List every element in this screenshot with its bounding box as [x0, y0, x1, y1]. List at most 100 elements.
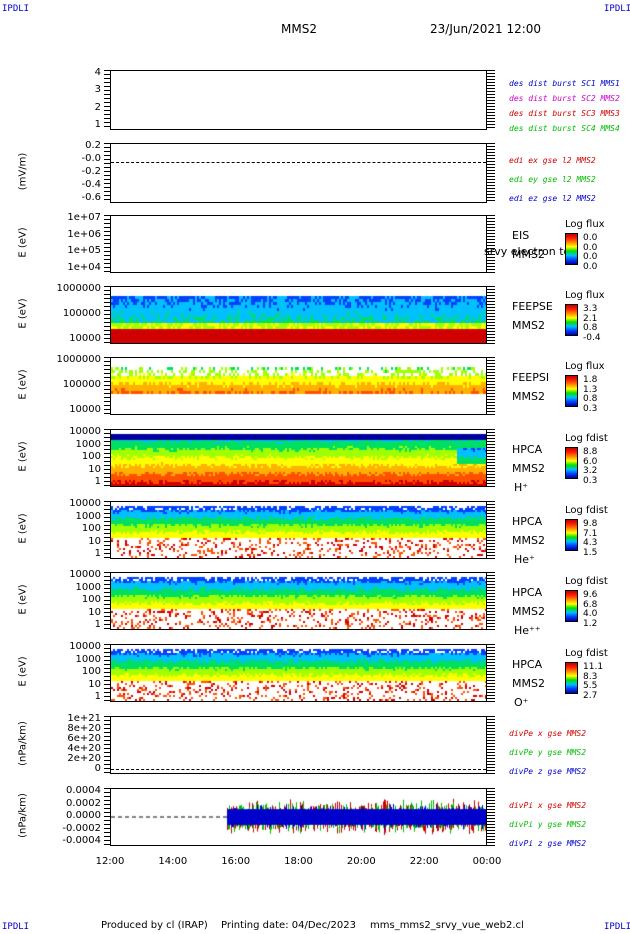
colorbar-value: 8.3	[583, 671, 598, 682]
colorbar-title: Log flux	[565, 361, 605, 372]
y-axis-label: (nPa/km)	[17, 793, 29, 838]
panel-right-ticks	[487, 644, 495, 702]
panel-right-ticks	[487, 215, 495, 273]
corner-label-bottom-right: IPDLI	[604, 922, 630, 932]
y-tick-label: 1e+04	[67, 262, 101, 273]
y-tick-label: -0.2	[81, 166, 101, 177]
panel-right-ticks	[487, 143, 495, 203]
colorbar-title: Log fdist	[565, 576, 608, 587]
panel-right-ticks	[487, 429, 495, 487]
corner-label-top-right: IPDLI	[604, 4, 630, 14]
y-axis-label: E (eV)	[17, 656, 29, 687]
y-tick-label: 10	[88, 606, 101, 618]
y-tick-label: 10000	[69, 426, 101, 437]
y-tick-label: 1	[94, 548, 101, 559]
colorbar	[565, 662, 578, 694]
legend-entry: divPi z gse MMS2	[509, 839, 587, 848]
y-tick-label: 2	[94, 101, 101, 113]
legend-entry: divPi y gse MMS2	[509, 820, 587, 829]
spectrogram	[111, 430, 486, 486]
panel-right-ticks	[487, 716, 495, 774]
spectrogram	[111, 502, 486, 558]
instrument-label: HPCA	[512, 515, 543, 528]
y-tick-label: 100	[81, 523, 101, 534]
colorbar-value: 4.3	[583, 538, 598, 548]
colorbar-value: 1.8	[583, 375, 598, 385]
y-axis-label: E (eV)	[17, 227, 29, 258]
corner-label-bottom-left: IPDLI	[2, 922, 30, 932]
colorbar-value: 0.8	[583, 323, 598, 333]
instrument-label: FEEPSE	[512, 300, 553, 313]
x-tick-label: 20:00	[346, 856, 376, 867]
colorbar-title: Log fdist	[565, 505, 608, 516]
y-tick-label: 10000	[69, 333, 101, 344]
overlay-label: srvy electron to	[484, 245, 571, 258]
panel-p2	[110, 143, 487, 203]
y-tick-label: 0.0000	[66, 810, 101, 821]
y-tick-label: 10000	[69, 404, 101, 415]
x-tick-label: 12:00	[95, 856, 125, 867]
y-tick-label: 4e+20	[67, 743, 101, 754]
panel-left-ticks	[104, 716, 110, 774]
legend-entry: edi ez gse l2 MMS2	[509, 194, 596, 203]
y-tick-label: 1	[94, 691, 101, 702]
colorbar-value: 4.0	[583, 609, 598, 619]
y-tick-label: 0.0004	[66, 785, 101, 796]
panel-left-ticks	[104, 70, 110, 130]
colorbar	[565, 233, 578, 265]
colorbar-value: 1.5	[583, 547, 598, 558]
colorbar-value: -0.4	[583, 332, 601, 343]
y-tick-label: 1000	[75, 653, 101, 665]
x-tick-label: 16:00	[221, 856, 251, 867]
colorbar-value: 0.0	[583, 261, 598, 272]
y-tick-label: -0.0004	[62, 835, 101, 846]
legend-entry: des dist burst SC4 MMS4	[509, 124, 620, 133]
y-tick-label: 100000	[62, 308, 101, 319]
instrument-label: HPCA	[512, 586, 543, 599]
colorbar-value: 2.7	[583, 690, 598, 701]
footer-file: mms_mms2_srvy_vue_web2.cl	[370, 920, 524, 931]
y-tick-label: 100000	[62, 379, 101, 390]
y-tick-label: 100	[81, 594, 101, 605]
y-tick-label: 1	[94, 476, 101, 487]
y-tick-label: 8e+20	[67, 723, 101, 734]
colorbar-value: 6.0	[583, 456, 598, 467]
panel-p10	[110, 716, 487, 774]
panel-p8	[110, 572, 487, 630]
instrument-label: MMS2	[512, 319, 545, 332]
legend-entry: divPe z gse MMS2	[509, 767, 587, 776]
colorbar	[565, 590, 578, 622]
colorbar-value: 2.1	[583, 313, 598, 324]
y-tick-label: 10000	[69, 641, 101, 652]
corner-label-top-left: IPDLI	[2, 4, 30, 14]
panel-left-ticks	[104, 429, 110, 487]
panel-left-ticks	[104, 143, 110, 203]
instrument-label: MMS2	[512, 462, 545, 475]
colorbar-value: 0.3	[583, 403, 598, 414]
x-tick-label: 22:00	[409, 856, 439, 867]
panel-right-ticks	[487, 70, 495, 130]
panel-left-ticks	[104, 572, 110, 630]
instrument-label: He⁺	[514, 553, 535, 566]
colorbar-value: 3.3	[583, 304, 598, 314]
spectrogram	[111, 645, 486, 701]
footer-produced: Produced by cl (IRAP)	[101, 920, 208, 931]
panel-right-ticks	[487, 501, 495, 559]
y-tick-label: 10	[88, 463, 101, 475]
instrument-label: MMS2	[512, 677, 545, 690]
instrument-label: HPCA	[512, 658, 543, 671]
y-tick-label: 1	[94, 119, 101, 130]
colorbar	[565, 447, 578, 479]
y-tick-label: 6e+20	[67, 733, 101, 744]
instrument-label: MMS2	[512, 605, 545, 618]
instrument-label: HPCA	[512, 443, 543, 456]
colorbar-title: Log flux	[565, 290, 605, 301]
x-tick-label: 00:00	[472, 856, 502, 867]
panel-right-ticks	[487, 357, 495, 415]
panel-p1	[110, 70, 487, 130]
y-tick-label: -0.0002	[62, 822, 101, 834]
y-tick-label: 100	[81, 666, 101, 677]
instrument-label: FEEPSI	[512, 371, 550, 384]
spectrogram	[111, 358, 486, 414]
panel-left-ticks	[104, 788, 110, 846]
